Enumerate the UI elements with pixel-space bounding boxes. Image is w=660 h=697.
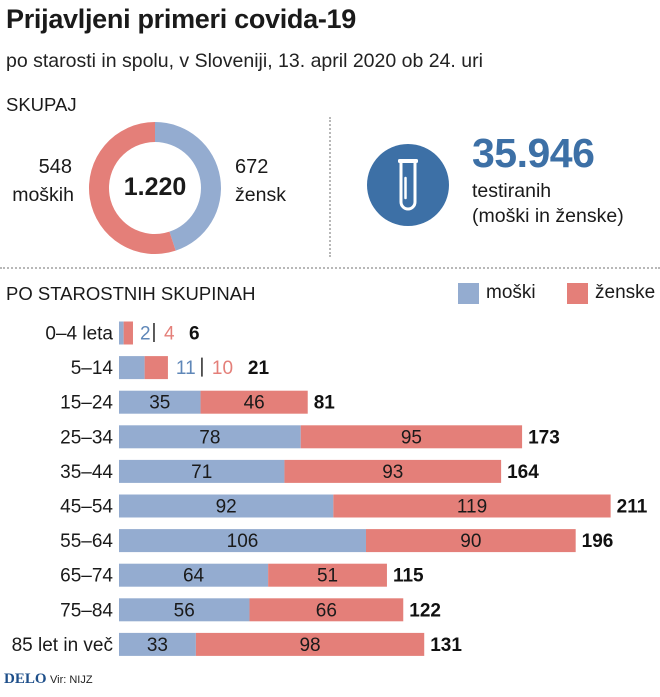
bar-value-female: 10 xyxy=(212,358,233,379)
bar-value-female: 51 xyxy=(317,566,338,587)
bar-total-value: 122 xyxy=(409,600,441,621)
bar-total-value: 211 xyxy=(617,497,648,518)
bar-value-male: 2 xyxy=(140,324,151,345)
bar-value-male: 33 xyxy=(147,635,168,656)
vertical-divider xyxy=(329,117,331,257)
bar-total-value: 21 xyxy=(248,358,270,379)
total-section-label: SKUPAJ xyxy=(6,94,77,115)
bar-male xyxy=(119,632,196,656)
bar-female xyxy=(144,356,168,380)
donut-chart xyxy=(88,122,221,255)
publisher-logo: DELO xyxy=(4,671,47,687)
bar-male xyxy=(119,459,285,483)
chart-title: Prijavljeni primeri covida-19 xyxy=(6,4,356,34)
category-label: 85 let in več xyxy=(12,635,113,656)
bar-male xyxy=(119,390,201,414)
category-label: 15–24 xyxy=(60,393,113,414)
female-total-count: 672 xyxy=(235,156,269,178)
bar-value-male: 106 xyxy=(227,531,259,552)
bar-value-female: 4 xyxy=(164,324,175,345)
donut-slice-female xyxy=(88,122,176,255)
bar-value-female: 90 xyxy=(460,531,481,552)
bar-total-value: 173 xyxy=(528,427,560,448)
tested-sublabel: (moški in ženske) xyxy=(472,205,624,227)
male-total-label: moških xyxy=(12,184,74,206)
bar-value-male: 35 xyxy=(149,393,170,414)
category-label: 0–4 leta xyxy=(45,324,113,345)
donut-total-value: 1.220 xyxy=(123,173,187,201)
bar-female xyxy=(249,598,404,622)
legend-female-label: ženske xyxy=(595,282,656,303)
category-label: 45–54 xyxy=(60,497,113,518)
bar-value-male: 78 xyxy=(199,427,220,448)
bar-male xyxy=(119,425,301,449)
category-label: 65–74 xyxy=(60,566,113,587)
age-section-label: PO STAROSTNIH SKUPINAH xyxy=(6,283,256,304)
category-label: 35–44 xyxy=(60,462,113,483)
bar-male xyxy=(119,356,145,380)
bar-value-female: 119 xyxy=(457,497,487,518)
bar-total-value: 131 xyxy=(430,635,462,656)
bar-value-male: 11 xyxy=(176,358,196,379)
chart-subtitle: po starosti in spolu, v Sloveniji, 13. a… xyxy=(6,50,483,72)
category-label: 5–14 xyxy=(71,358,114,379)
bar-total-value: 6 xyxy=(189,324,200,345)
legend-male-swatch xyxy=(458,283,479,304)
bar-total-value: 115 xyxy=(393,566,424,587)
bar-value-male: 71 xyxy=(191,462,212,483)
bar-female xyxy=(300,425,523,449)
bar-male xyxy=(119,529,366,553)
bar-total-value: 196 xyxy=(582,531,614,552)
bar-total-value: 81 xyxy=(314,393,336,414)
bar-female xyxy=(268,563,387,587)
bar-male xyxy=(119,598,250,622)
bar-value-female: 66 xyxy=(316,600,337,621)
legend-female-swatch xyxy=(567,283,588,304)
bar-value-male: 56 xyxy=(174,600,195,621)
bar-male xyxy=(119,563,269,587)
bar-male xyxy=(119,494,334,518)
category-label: 75–84 xyxy=(60,600,113,621)
bar-value-male: 92 xyxy=(216,497,237,518)
tested-label: testiranih xyxy=(472,180,552,202)
bar-female xyxy=(123,321,133,345)
donut-slice-male xyxy=(155,122,221,251)
bar-value-female: 46 xyxy=(244,393,265,414)
bar-female xyxy=(284,459,502,483)
female-total-label: žensk xyxy=(235,184,286,206)
test-tube-icon xyxy=(367,144,449,226)
horizontal-divider xyxy=(0,267,660,269)
bar-value-female: 93 xyxy=(382,462,403,483)
bar-female xyxy=(333,494,611,518)
bar-female xyxy=(365,529,576,553)
male-total-count: 548 xyxy=(38,156,72,178)
source-note: Vir: NIJZ xyxy=(50,674,93,686)
bar-female xyxy=(195,632,425,656)
bar-value-male: 64 xyxy=(183,566,205,587)
bar-female xyxy=(200,390,308,414)
category-label: 25–34 xyxy=(60,427,113,448)
bar-male xyxy=(119,321,124,345)
bar-total-value: 164 xyxy=(507,462,539,483)
bar-value-female: 95 xyxy=(401,427,422,448)
category-label: 55–64 xyxy=(60,531,113,552)
tested-count: 35.946 xyxy=(472,130,595,176)
bar-value-female: 98 xyxy=(299,635,320,656)
legend-male-label: moški xyxy=(486,282,536,303)
